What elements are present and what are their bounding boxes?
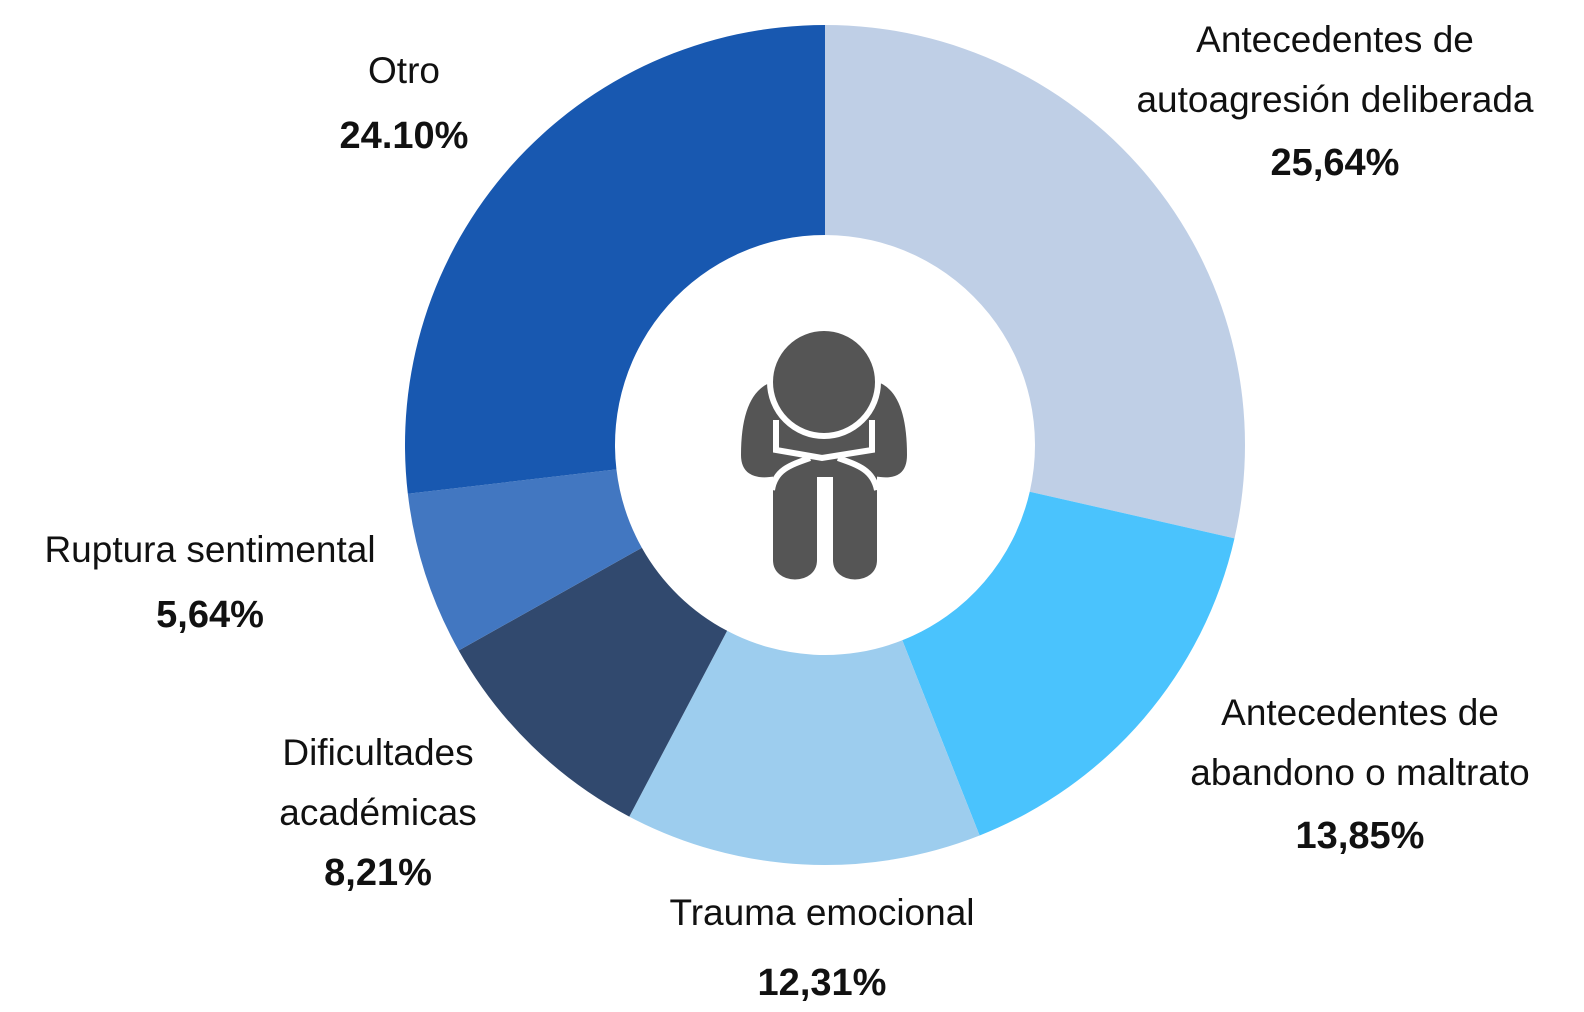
slices [405,25,1245,865]
category-label: académicas [279,792,476,833]
category-label: abandono o maltrato [1190,752,1529,793]
value-label: 12,31% [758,962,887,1004]
value-label: 8,21% [324,852,432,894]
slice [629,630,980,865]
slice [458,547,728,817]
slice [407,469,642,651]
category-label: Otro [368,50,440,91]
labels: Antecedentes de autoagresión deliberada 25… [44,19,1533,1004]
category-label: Trauma emocional [669,892,974,933]
value-label: 13,85% [1296,815,1425,857]
category-label: Antecedentes de [1221,692,1499,733]
value-label: 5,64% [156,594,264,636]
category-label: Ruptura sentimental [44,529,375,570]
category-label: Dificultades [282,732,473,773]
category-label: Antecedentes de [1196,19,1474,60]
person-icon [734,325,914,586]
value-label: 24.10% [340,115,469,157]
category-label: autoagresión deliberada [1136,79,1533,120]
value-label: 25,64% [1271,142,1400,184]
slice [902,491,1235,836]
slice [825,25,1245,539]
slice [405,25,825,494]
